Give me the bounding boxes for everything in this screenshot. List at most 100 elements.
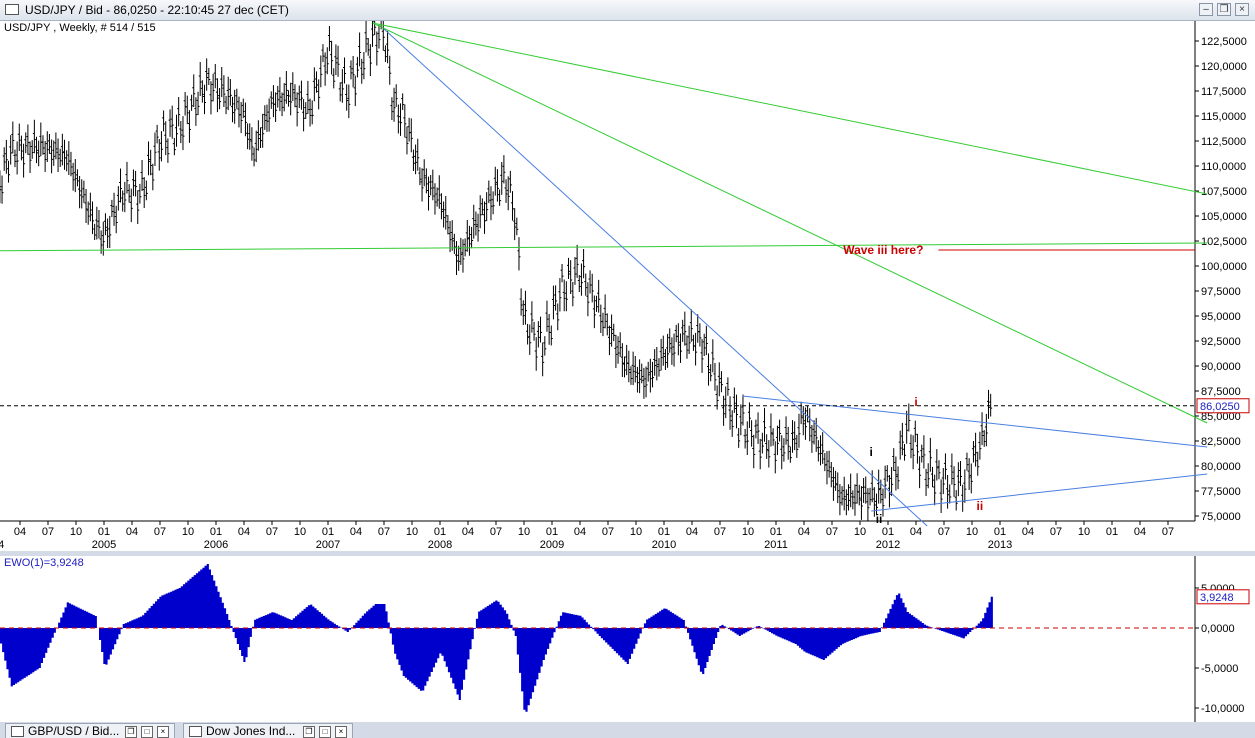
y-tick-label: 110,0000 <box>1201 161 1246 173</box>
y-tick-label: 85,0000 <box>1201 411 1241 423</box>
price-bar <box>470 226 474 249</box>
price-bar <box>920 444 924 463</box>
price-bar <box>502 155 506 184</box>
price-bar <box>123 181 127 213</box>
close-icon[interactable]: × <box>157 726 169 738</box>
y-tick-label: 75,0000 <box>1201 511 1241 523</box>
price-bar <box>567 257 571 280</box>
price-bar <box>629 366 633 385</box>
price-bar <box>526 323 530 345</box>
price-bar <box>91 201 95 235</box>
price-bar <box>381 17 385 51</box>
price-bar <box>607 325 611 356</box>
price-bar <box>694 332 698 366</box>
price-bar <box>681 319 685 342</box>
price-bar <box>203 84 207 115</box>
price-bar <box>119 168 123 203</box>
price-bar <box>875 493 879 516</box>
price-bar <box>166 138 170 163</box>
price-bar <box>416 138 420 171</box>
price-bar <box>108 215 112 248</box>
price-bar <box>103 213 107 236</box>
price-bar <box>442 201 446 228</box>
y-tick-label: 107,5000 <box>1201 186 1247 198</box>
x-tick-label: 01 <box>882 526 894 538</box>
x-tick-label: 04 <box>686 526 698 538</box>
price-bar <box>250 127 254 161</box>
price-bar <box>676 323 680 356</box>
price-bar <box>747 402 751 429</box>
y-tick-label: 90,0000 <box>1201 361 1241 373</box>
restore-icon[interactable]: ❐ <box>303 726 315 738</box>
price-bar <box>987 389 991 419</box>
maximize-icon[interactable]: □ <box>141 726 153 738</box>
x-tick-label: 07 <box>154 526 166 538</box>
tab-dowjones[interactable]: Dow Jones Ind... ❐ □ × <box>183 723 353 738</box>
price-bar <box>898 430 902 460</box>
tab-gbpusd[interactable]: GBP/USD / Bid... ❐ □ × <box>5 723 175 738</box>
x-tick-label: 04 <box>1022 526 1034 538</box>
price-bar <box>627 350 631 383</box>
ewo-y-tick-label: 0,0000 <box>1201 623 1235 635</box>
minimize-icon[interactable]: – <box>1199 3 1213 16</box>
price-bar <box>896 466 900 490</box>
price-chart-panel[interactable]: 75,0000 77,5000 80,0000 82,5000 85,0000 87,50… <box>0 1 1255 551</box>
price-bar <box>282 83 286 112</box>
ewo-panel[interactable]: 5,0000 0,0000 -5,0000 -10,0000 3,9248 EWO(1)… <box>0 556 1255 722</box>
x-tick-label: 10 <box>630 526 642 538</box>
price-bar <box>534 337 538 371</box>
price-bar <box>530 301 534 333</box>
price-bar <box>302 99 306 132</box>
price-bar <box>116 186 120 211</box>
price-bar <box>631 351 635 386</box>
price-bar <box>308 98 312 127</box>
price-bar <box>788 446 792 463</box>
price-bar <box>689 309 693 342</box>
x-tick-label: 07 <box>42 526 54 538</box>
maximize-icon[interactable]: □ <box>319 726 331 738</box>
price-bar <box>825 450 829 485</box>
price-bar <box>330 40 334 75</box>
x-tick-label: 01 <box>322 526 334 538</box>
price-bar <box>2 147 6 171</box>
price-bar <box>877 469 881 504</box>
price-bar <box>323 52 327 86</box>
price-bar <box>683 311 687 346</box>
x-tick-label: 07 <box>378 526 390 538</box>
price-bar <box>674 324 678 343</box>
ewo-label: EWO(1)=3,9248 <box>4 557 84 569</box>
price-bar <box>215 78 219 113</box>
price-bar <box>614 334 618 369</box>
price-chart[interactable]: 75,0000 77,5000 80,0000 82,5000 85,0000 87,50… <box>0 1 1255 551</box>
price-bar <box>892 448 896 471</box>
price-bar <box>560 264 564 283</box>
price-bar <box>575 244 579 278</box>
price-bar <box>799 401 803 425</box>
x-tick-label: 01 <box>210 526 222 538</box>
price-bar <box>909 434 913 459</box>
price-bar <box>455 241 459 275</box>
restore-icon[interactable]: ❐ <box>1217 3 1231 16</box>
ewo-histogram <box>0 564 993 712</box>
price-bar <box>709 364 713 382</box>
price-bar <box>19 135 23 161</box>
price-bar <box>194 97 198 126</box>
price-bar <box>418 167 422 186</box>
price-bar <box>965 452 969 471</box>
price-bar <box>872 487 876 517</box>
chart-window-icon <box>11 726 24 737</box>
price-bar <box>256 120 260 151</box>
price-bar <box>969 463 973 494</box>
price-bar <box>175 114 179 147</box>
restore-icon[interactable]: ❐ <box>125 726 137 738</box>
price-bar <box>976 451 980 476</box>
close-icon[interactable]: × <box>1235 3 1249 16</box>
price-bar <box>233 89 237 124</box>
price-bar <box>592 295 596 329</box>
close-icon[interactable]: × <box>335 726 347 738</box>
x-tick-label: 04 <box>462 526 474 538</box>
blue-trendline-lower-channel <box>871 473 1208 512</box>
price-bar <box>508 170 512 193</box>
wave-label-ii-black: ii <box>876 512 883 526</box>
